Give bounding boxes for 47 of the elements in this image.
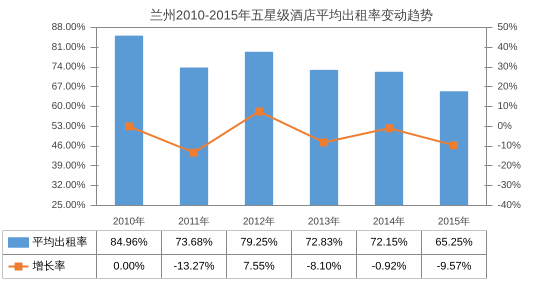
y-tick-label: 81.00% [52,42,86,53]
point [320,138,328,146]
y-tick-label: 39.00% [52,160,86,172]
data-label: -0.92% [372,260,407,272]
x-tick-label: 2012年 [242,216,276,228]
point [450,141,458,150]
y-tick-label: 60.00% [52,101,86,112]
x-tick-label: 2015年 [438,216,470,228]
point [255,107,263,116]
data-label: 72.83% [305,236,343,248]
legend-label: 平均出租率 [32,236,88,248]
data-label: -9.57% [436,260,472,272]
y2-tick-label: 0% [498,120,512,132]
x-tick-label: 2010年 [112,216,146,228]
y2-tick-label: -30% [498,180,521,192]
data-label: 72.15% [370,236,408,248]
y2-tick-label: -20% [498,160,521,172]
y2-tick-label: -10% [498,140,521,152]
y-tick-label: 67.00% [52,81,86,92]
y-tick-label: 74.00% [52,62,86,73]
y2-tick-label: 10% [498,101,518,112]
y-tick-label: 25.00% [52,200,86,211]
data-label: -8.10% [306,260,342,272]
data-label: 73.68% [175,236,213,248]
data-label: 7.55% [243,260,275,272]
y2-tick-label: -40% [498,200,521,211]
x-tick-label: 2013年 [308,216,340,228]
y-tick-label: 46.00% [52,140,86,152]
point [125,122,133,130]
x-tick-label: 2014年 [372,216,406,228]
x-tick-label: 2011年 [178,216,210,228]
y-tick-label: 88.00% [52,22,86,33]
data-label: 84.96% [110,236,148,248]
y2-tick-label: 40% [498,42,518,53]
chart-title: 兰州2010-2015年五星级酒店平均出租率变动趋势 [150,8,434,22]
legend-label: 增长率 [32,260,66,272]
y2-tick-label: 50% [498,22,518,33]
y-tick-label: 53.00% [52,120,86,132]
y2-tick-label: 20% [498,81,518,92]
data-label: 0.00% [113,260,145,272]
data-label: 65.25% [435,236,473,248]
point [190,148,198,157]
y-tick-label: 32.00% [52,180,86,192]
data-label: 79.25% [240,236,278,248]
data-label: -13.27% [174,260,215,272]
point [385,124,393,132]
y2-tick-label: 30% [498,62,518,73]
